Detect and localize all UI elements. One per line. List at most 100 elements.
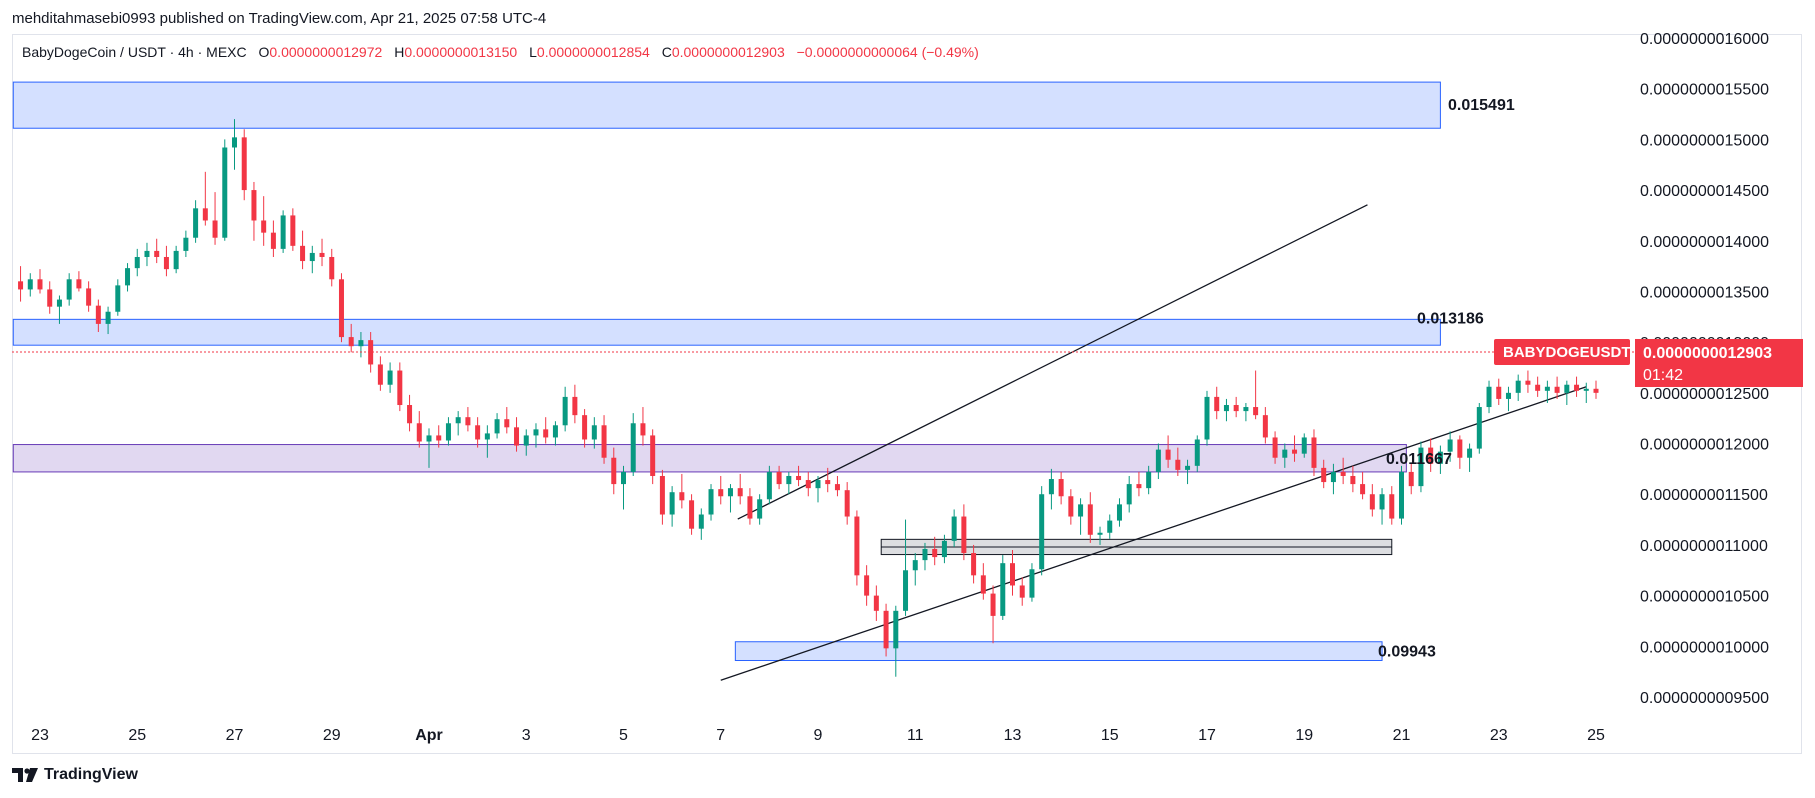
candle[interactable]	[1369, 484, 1375, 517]
candle[interactable]	[961, 504, 967, 561]
candle[interactable]	[329, 248, 335, 287]
candle[interactable]	[222, 139, 228, 241]
candle[interactable]	[1399, 465, 1404, 525]
candle[interactable]	[514, 417, 520, 452]
candle[interactable]	[1010, 549, 1015, 596]
candle[interactable]	[523, 429, 529, 456]
candle[interactable]	[572, 384, 578, 424]
candle[interactable]	[1253, 370, 1259, 420]
candle[interactable]	[1467, 443, 1473, 472]
candle[interactable]	[436, 425, 442, 448]
candle[interactable]	[193, 200, 199, 243]
candle[interactable]	[805, 471, 811, 497]
candle[interactable]	[300, 230, 306, 270]
candle[interactable]	[232, 119, 237, 170]
candle[interactable]	[66, 273, 72, 306]
candle[interactable]	[1243, 402, 1249, 422]
candle[interactable]	[1165, 435, 1171, 468]
candle[interactable]	[125, 263, 131, 292]
channel-upper[interactable]	[737, 204, 1368, 520]
candle[interactable]	[37, 269, 43, 294]
candle[interactable]	[815, 475, 821, 503]
candle[interactable]	[1360, 471, 1366, 500]
candle[interactable]	[1515, 374, 1521, 401]
candle[interactable]	[1544, 380, 1550, 403]
candle[interactable]	[319, 238, 325, 267]
candle[interactable]	[611, 447, 617, 495]
candle[interactable]	[309, 245, 315, 274]
candle[interactable]	[1301, 433, 1307, 458]
candle[interactable]	[1311, 429, 1317, 476]
candle[interactable]	[971, 544, 977, 584]
candle[interactable]	[202, 171, 208, 226]
channel-lower[interactable]	[720, 386, 1587, 681]
candle[interactable]	[640, 407, 646, 446]
candle[interactable]	[1525, 370, 1531, 393]
candle[interactable]	[1340, 457, 1346, 485]
candle[interactable]	[1457, 435, 1463, 469]
candle[interactable]	[1204, 390, 1210, 446]
candle[interactable]	[1214, 386, 1220, 420]
candle[interactable]	[766, 465, 772, 505]
candle[interactable]	[1389, 486, 1395, 525]
candle[interactable]	[1078, 498, 1084, 535]
candle[interactable]	[270, 220, 276, 257]
candle[interactable]	[951, 509, 957, 547]
candle[interactable]	[903, 519, 909, 616]
candle[interactable]	[1476, 402, 1482, 454]
candle[interactable]	[1136, 471, 1142, 497]
candle[interactable]	[144, 242, 150, 267]
candle[interactable]	[1564, 380, 1570, 406]
candle[interactable]	[1272, 431, 1278, 464]
candle[interactable]	[883, 603, 889, 657]
candle[interactable]	[796, 465, 802, 487]
zone-bottom[interactable]	[734, 641, 1383, 662]
candle[interactable]	[338, 273, 344, 343]
candle[interactable]	[679, 473, 685, 509]
candle[interactable]	[980, 563, 986, 600]
candle[interactable]	[368, 332, 374, 373]
candle[interactable]	[290, 208, 296, 251]
candle[interactable]	[854, 510, 860, 586]
candle[interactable]	[1194, 435, 1200, 472]
candle[interactable]	[601, 415, 607, 464]
candle[interactable]	[1097, 526, 1103, 545]
candle[interactable]	[582, 409, 588, 448]
candle[interactable]	[455, 411, 461, 436]
candle[interactable]	[650, 429, 656, 485]
candle[interactable]	[533, 423, 539, 448]
candle[interactable]	[1087, 492, 1093, 543]
candle[interactable]	[825, 467, 831, 493]
candle[interactable]	[747, 488, 753, 525]
candle[interactable]	[494, 413, 500, 439]
candle[interactable]	[1437, 445, 1443, 474]
candle[interactable]	[1554, 376, 1560, 399]
candle[interactable]	[1223, 398, 1229, 422]
candle[interactable]	[1126, 475, 1132, 513]
candle[interactable]	[776, 465, 782, 490]
candle[interactable]	[932, 536, 938, 566]
candle[interactable]	[261, 196, 267, 246]
candle[interactable]	[358, 332, 364, 358]
candle[interactable]	[698, 508, 704, 540]
candle[interactable]	[1185, 459, 1191, 485]
candle[interactable]	[1146, 465, 1152, 495]
candle[interactable]	[757, 494, 763, 525]
candle[interactable]	[1068, 489, 1074, 525]
candle[interactable]	[543, 417, 549, 444]
candle[interactable]	[591, 417, 597, 449]
candle[interactable]	[708, 484, 714, 521]
candle[interactable]	[377, 356, 383, 391]
candle[interactable]	[95, 299, 101, 333]
candle[interactable]	[1048, 468, 1054, 510]
candle[interactable]	[1292, 435, 1298, 462]
candle[interactable]	[1574, 376, 1580, 397]
candle[interactable]	[56, 295, 62, 324]
candle[interactable]	[1175, 447, 1181, 476]
candle[interactable]	[27, 273, 33, 297]
candle[interactable]	[621, 465, 626, 510]
candle[interactable]	[727, 484, 733, 513]
candle[interactable]	[922, 542, 928, 571]
candle[interactable]	[1058, 471, 1064, 505]
